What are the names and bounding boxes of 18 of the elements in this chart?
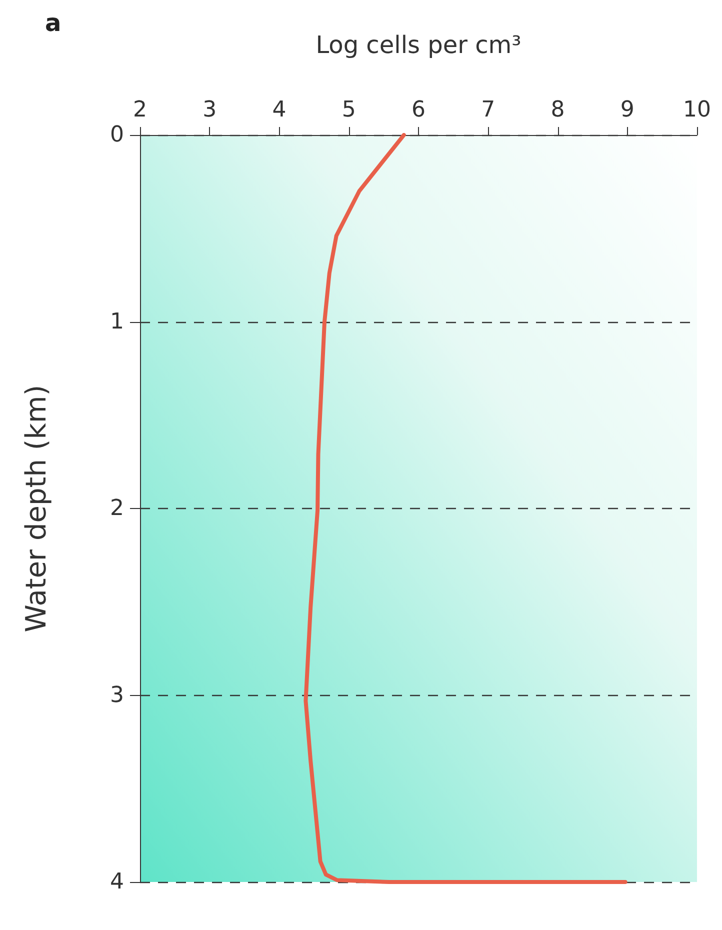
- x-tick-label: 7: [481, 98, 496, 122]
- x-tick-label: 3: [202, 98, 217, 122]
- y-tick-label: 2: [110, 496, 124, 521]
- x-tick-label: 10: [683, 98, 711, 122]
- x-tick-label: 2: [133, 98, 147, 122]
- y-axis-title: Water depth (km): [20, 384, 52, 632]
- x-tick-label: 8: [550, 98, 565, 122]
- y-tick-label: 4: [110, 870, 124, 894]
- y-tick-label: 1: [110, 309, 124, 334]
- line-series: [304, 133, 628, 884]
- y-tick-label: 0: [110, 122, 124, 148]
- chart-title: a: [45, 9, 62, 37]
- x-tick-label: 9: [620, 98, 634, 122]
- x-tick-label: 5: [342, 98, 356, 122]
- x-tick-label: 4: [272, 98, 286, 122]
- y-tick-label: 3: [110, 682, 124, 708]
- x-tick-label: 6: [412, 98, 426, 122]
- x-axis-title: Log cells per cm³: [316, 31, 522, 59]
